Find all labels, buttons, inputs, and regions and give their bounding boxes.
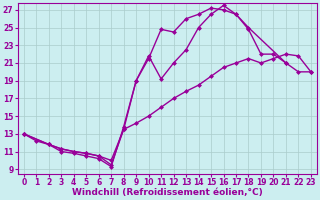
X-axis label: Windchill (Refroidissement éolien,°C): Windchill (Refroidissement éolien,°C) — [72, 188, 263, 197]
